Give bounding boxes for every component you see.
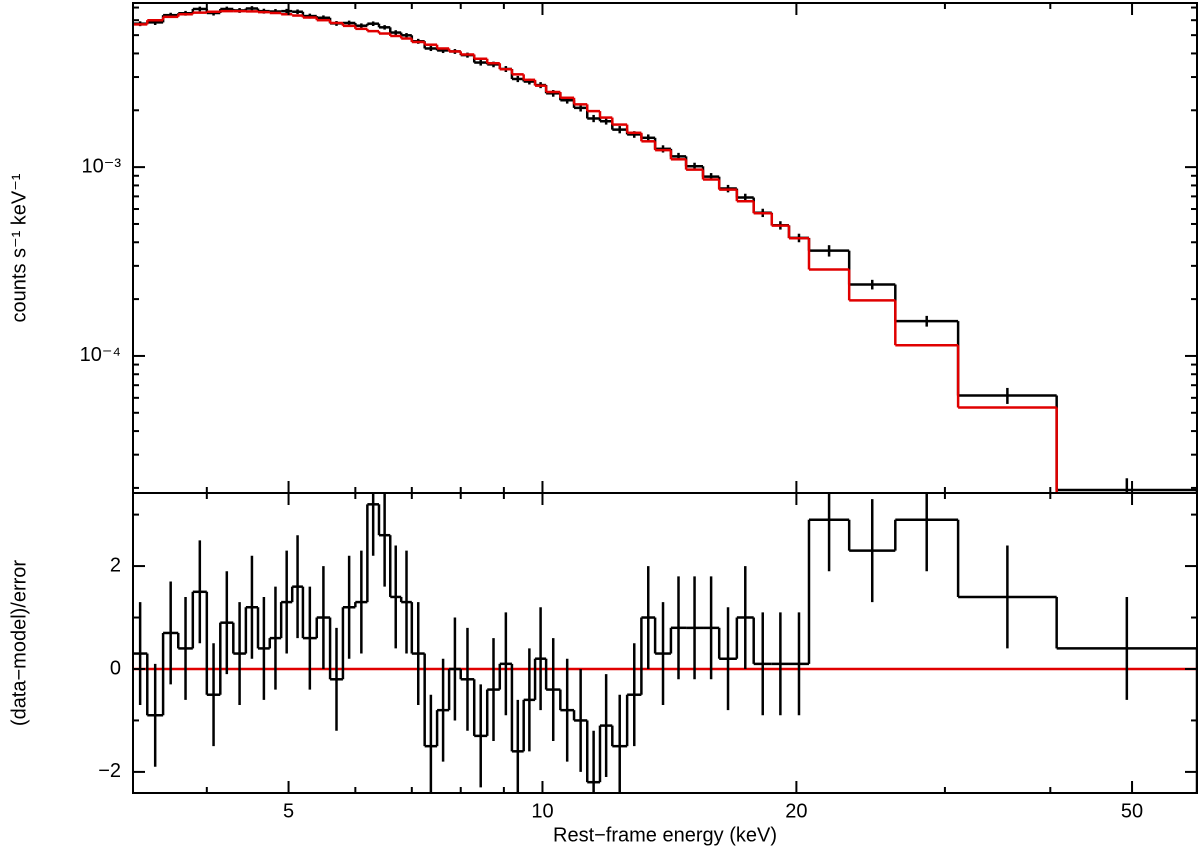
y-tick-label: 0 [110, 657, 121, 679]
x-tick-label: 5 [283, 800, 294, 822]
y-tick-label: 10⁻⁴ [80, 344, 121, 366]
y-tick-label: −2 [98, 760, 121, 782]
spectrum-frame [132, 2, 1198, 494]
x-axis-label: Rest−frame energy (keV) [553, 824, 777, 846]
y-axis-label: counts s⁻¹ keV⁻¹ [8, 173, 30, 322]
x-tick-label: 20 [785, 800, 807, 822]
x-tick-label: 10 [531, 800, 553, 822]
residual-frame [132, 492, 1198, 794]
y-axis-label: (data−model)/error [8, 560, 30, 727]
spectrum-plot [133, 6, 1197, 493]
y-tick-label: 2 [110, 554, 121, 576]
y-tick-label: 10⁻³ [82, 155, 122, 177]
x-tick-label: 50 [1121, 800, 1143, 822]
axes: 10⁻³ 10⁻⁴ 5 10 20 50 −2 0 2 [80, 3, 1197, 822]
residual-plot [133, 493, 1197, 793]
